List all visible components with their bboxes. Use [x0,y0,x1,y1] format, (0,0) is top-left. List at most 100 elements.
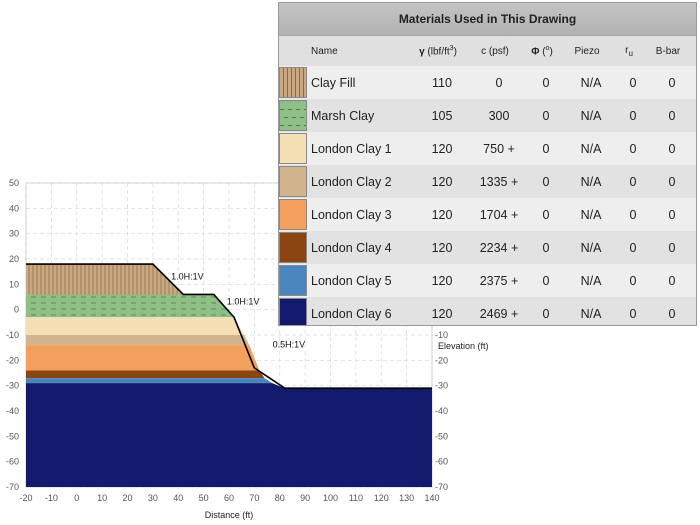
cohesion-value: 2375 + [479,273,519,288]
slope-ratio-label: 0.5H:1V [273,340,306,350]
material-swatch [279,133,307,164]
piezo-value: N/A [580,273,602,288]
ru-value: 0 [629,174,637,189]
x-tick-label: 140 [424,493,439,503]
y-tick-label-left: -40 [6,406,19,416]
friction-angle-value: 0 [542,207,550,222]
bbar-value: 0 [668,306,676,321]
layer-london-clay-5 [26,378,273,384]
cohesion-value: 1335 + [479,174,519,189]
y-tick-label-left: 10 [9,279,19,289]
material-swatch [279,67,307,98]
chevron-right-icon[interactable]: › [693,108,696,123]
table-body: Clay Fill 110 0 0 N/A 0 0 › Marsh Clay 105 300 0 N/A… [279,66,696,325]
bbar-value: 0 [668,273,676,288]
x-tick-label: 130 [399,493,414,503]
chevron-right-icon[interactable]: › [693,306,696,321]
chevron-right-icon[interactable]: › [693,174,696,189]
y-tick-label-left: -10 [6,330,19,340]
column-header-piezo: Piezo [574,45,600,57]
table-header: Name γ (lbf/ft3) c (psf) Φ (o) Piezo ru … [279,36,696,66]
table-row[interactable]: Clay Fill 110 0 0 N/A 0 0 › [279,66,696,99]
unit-weight-value: 120 [431,174,453,189]
chevron-right-icon[interactable]: › [693,240,696,255]
ru-value: 0 [629,108,637,123]
column-header-phi: Φ (o) [531,44,553,58]
table-row[interactable]: London Clay 6 120 2469 + 0 N/A 0 0 › [279,297,696,325]
material-swatch [279,100,307,131]
y-tick-label-left: -70 [6,482,19,492]
friction-angle-value: 0 [542,240,550,255]
chevron-right-icon[interactable]: › [693,207,696,222]
ru-value: 0 [629,306,637,321]
y-tick-label-left: -30 [6,381,19,391]
panel-title: Materials Used in This Drawing [279,3,696,36]
friction-angle-value: 0 [542,108,550,123]
unit-weight-value: 105 [431,108,453,123]
cohesion-value: 0 [495,75,503,90]
x-axis-label: Distance (ft) [205,510,254,520]
piezo-value: N/A [580,141,602,156]
chevron-right-icon[interactable]: › [693,75,696,90]
layer-london-clay-3 [26,345,260,371]
piezo-value: N/A [580,306,602,321]
y-axis-label: Elevation (ft) [438,341,489,351]
piezo-value: N/A [580,75,602,90]
slope-annotations: 1.0H:1V 1.0H:1V 0.5H:1V [171,271,305,349]
x-tick-label: 20 [122,493,132,503]
table-row[interactable]: London Clay 1 120 750 + 0 N/A 0 0 › [279,132,696,165]
y-tick-label-right: -70 [435,482,448,492]
column-header-ru: ru [625,44,633,58]
x-tick-label: 60 [224,493,234,503]
piezo-value: N/A [580,240,602,255]
unit-weight-value: 120 [431,240,453,255]
y-tick-label-right: -60 [435,457,448,467]
friction-angle-value: 0 [542,273,550,288]
unit-weight-value: 120 [431,273,453,288]
x-tick-label: 50 [199,493,209,503]
x-tick-label: 30 [148,493,158,503]
table-row[interactable]: Marsh Clay 105 300 0 N/A 0 0 › [279,99,696,132]
material-swatch [279,298,307,325]
unit-weight-value: 120 [431,141,453,156]
material-swatch [279,232,307,263]
x-tick-label: 0 [74,493,79,503]
x-tick-label: -10 [45,493,58,503]
axis-ticks: -20 -10 0 10 20 30 40 50 60 70 80 90 100 110 120 130 140… [6,178,448,503]
y-tick-label-left: 0 [14,305,19,315]
y-tick-label-right: -10 [435,330,448,340]
x-tick-label: 70 [249,493,259,503]
layer-london-clay-4 [26,370,265,379]
ru-value: 0 [629,240,637,255]
material-name: London Clay 5 [311,273,392,288]
cohesion-value: 2234 + [479,240,519,255]
piezo-value: N/A [580,108,602,123]
material-swatch [279,166,307,197]
cohesion-value: 1704 + [479,207,519,222]
table-row[interactable]: London Clay 3 120 1704 + 0 N/A 0 0 › [279,198,696,231]
x-tick-label: 120 [374,493,389,503]
cohesion-value: 300 [488,108,510,123]
y-tick-label-right: -30 [435,381,448,391]
bbar-value: 0 [668,240,676,255]
layer-london-clay-2 [26,335,250,346]
chevron-right-icon[interactable]: › [693,141,696,156]
y-tick-label-left: -50 [6,431,19,441]
y-tick-label-right: -20 [435,355,448,365]
layer-clay-fill [26,264,184,295]
bbar-value: 0 [668,141,676,156]
table-row[interactable]: London Clay 2 120 1335 + 0 N/A 0 0 › [279,165,696,198]
unit-weight-value: 110 [432,75,452,90]
material-name: Clay Fill [311,75,356,90]
table-row[interactable]: London Clay 4 120 2234 + 0 N/A 0 0 › [279,231,696,264]
unit-weight-value: 120 [431,306,453,321]
table-row[interactable]: London Clay 5 120 2375 + 0 N/A 0 0 › [279,264,696,297]
bbar-value: 0 [668,207,676,222]
bbar-value: 0 [668,75,676,90]
ground-surface-line [26,263,432,390]
y-tick-label-left: 20 [9,254,19,264]
chevron-right-icon[interactable]: › [693,273,696,288]
y-tick-label-left: -60 [6,457,19,467]
cohesion-value: 750 + [483,141,515,156]
